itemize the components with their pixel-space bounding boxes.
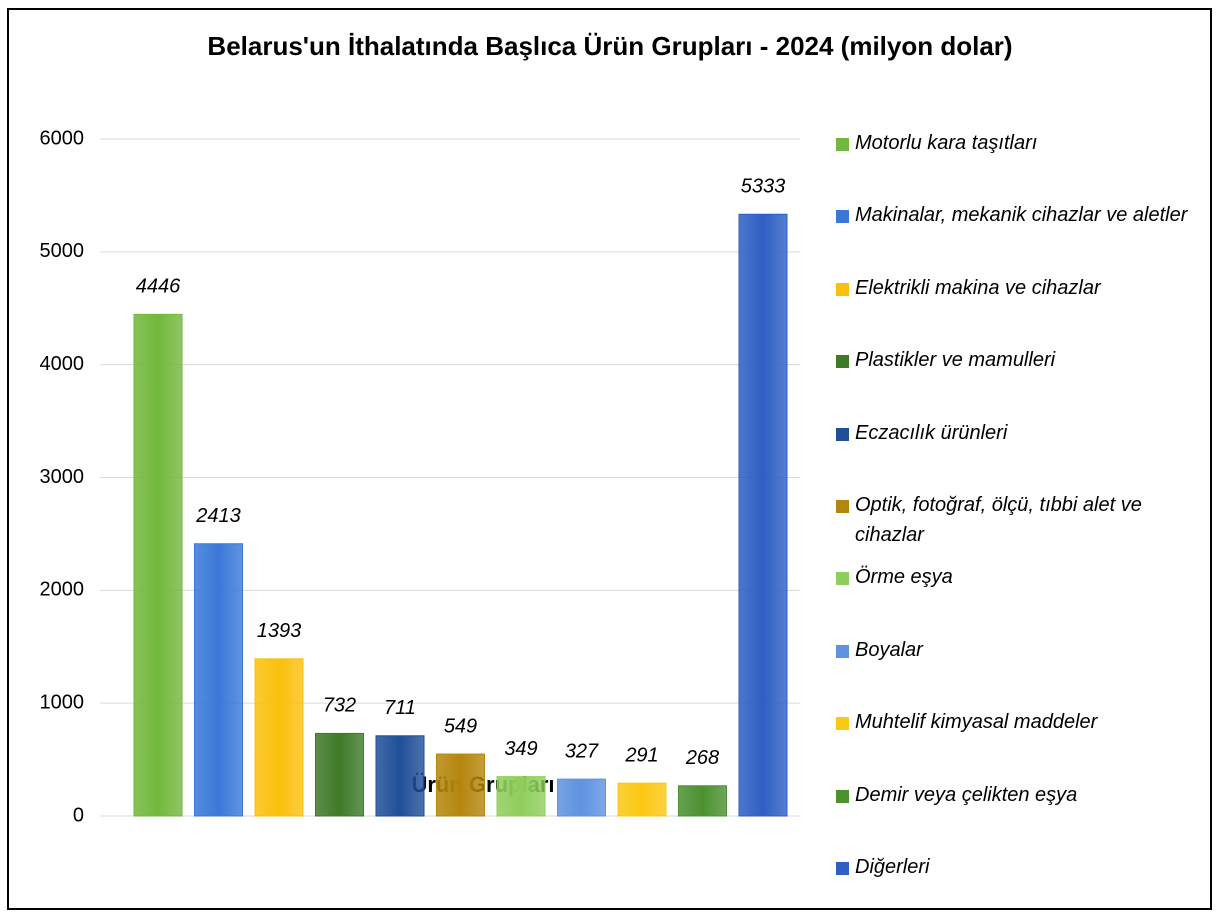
- legend-swatch: [835, 281, 850, 297]
- legend-item: Plastikler ve mamulleri: [835, 345, 1205, 375]
- legend-swatch: [835, 571, 850, 587]
- bar: [738, 213, 788, 817]
- y-tick-label: 1000: [40, 691, 85, 713]
- value-label: 732: [323, 695, 356, 717]
- legend-label: Boyalar: [855, 638, 923, 661]
- bar: [254, 658, 304, 817]
- y-tick-label: 6000: [40, 127, 85, 149]
- y-tick-label: 4000: [40, 353, 85, 375]
- bar: [133, 313, 183, 817]
- legend-label: Plastikler ve mamulleri: [855, 349, 1056, 372]
- legend-label: Örme eşya: [855, 566, 953, 589]
- legend-item: Motorlu kara taşıtları: [835, 128, 1205, 158]
- bar: [678, 785, 727, 817]
- bar: [194, 543, 243, 817]
- value-label: 327: [565, 740, 599, 762]
- value-label: 5333: [741, 176, 786, 198]
- legend-swatch: [835, 643, 850, 659]
- legend-item: Elektrikli makina ve cihazlar: [835, 273, 1205, 303]
- legend-swatch: [835, 788, 850, 804]
- bar: [436, 753, 485, 817]
- legend-item: Demir veya çelikten eşya: [835, 780, 1205, 810]
- legend-item: Diğerleri: [835, 852, 1205, 882]
- legend-item: Eczacılık ürünleri: [835, 418, 1205, 448]
- y-tick-label: 2000: [40, 579, 85, 601]
- legend-swatch: [835, 499, 850, 514]
- legend-item: Optik, fotoğraf, ölçü, tıbbi alet ve cih…: [835, 490, 1205, 550]
- legend-item: Örme eşya: [835, 562, 1205, 592]
- value-label: 711: [384, 697, 416, 719]
- value-label: 349: [504, 738, 537, 760]
- value-label: 1393: [257, 620, 302, 642]
- y-tick-label: 5000: [40, 240, 85, 262]
- legend-swatch: [835, 426, 850, 442]
- legend-swatch: [835, 716, 850, 732]
- chart-title: Belarus'un İthalatında Başlıca Ürün Grup…: [207, 31, 1012, 61]
- legend-swatch: [835, 861, 850, 876]
- legend-label: Diğerleri: [855, 856, 930, 878]
- bar: [315, 732, 364, 817]
- legend-swatch: [835, 354, 850, 370]
- legend-label: Makinalar, mekanik cihazlar ve aletler: [855, 204, 1188, 227]
- legend-item: Muhtelif kimyasal maddeler: [835, 707, 1205, 737]
- y-tick-label: 3000: [40, 466, 85, 488]
- legend-label: Eczacılık ürünleri: [855, 421, 1008, 444]
- bar: [557, 778, 606, 817]
- legend-label: Muhtelif kimyasal maddeler: [855, 711, 1098, 734]
- legend-label: Optik, fotoğraf, ölçü, tıbbi alet ve cih…: [855, 494, 1142, 546]
- bar: [375, 735, 425, 817]
- legend-swatch: [835, 209, 850, 225]
- bar: [617, 782, 667, 817]
- legend-label: Elektrikli makina ve cihazlar: [855, 276, 1101, 299]
- y-tick-label: 0: [73, 804, 84, 826]
- legend-label: Motorlu kara taşıtları: [855, 132, 1038, 154]
- value-label: 2413: [195, 505, 241, 527]
- value-label: 291: [624, 744, 658, 766]
- value-label: 549: [444, 715, 477, 737]
- value-label: 268: [685, 747, 719, 769]
- legend-label: Demir veya çelikten eşya: [855, 783, 1078, 806]
- bar: [496, 776, 546, 817]
- legend-swatch: [835, 137, 850, 152]
- legend-item: Boyalar: [835, 635, 1205, 665]
- legend-item: Makinalar, mekanik cihazlar ve aletler: [835, 200, 1205, 230]
- value-label: 4446: [136, 276, 181, 298]
